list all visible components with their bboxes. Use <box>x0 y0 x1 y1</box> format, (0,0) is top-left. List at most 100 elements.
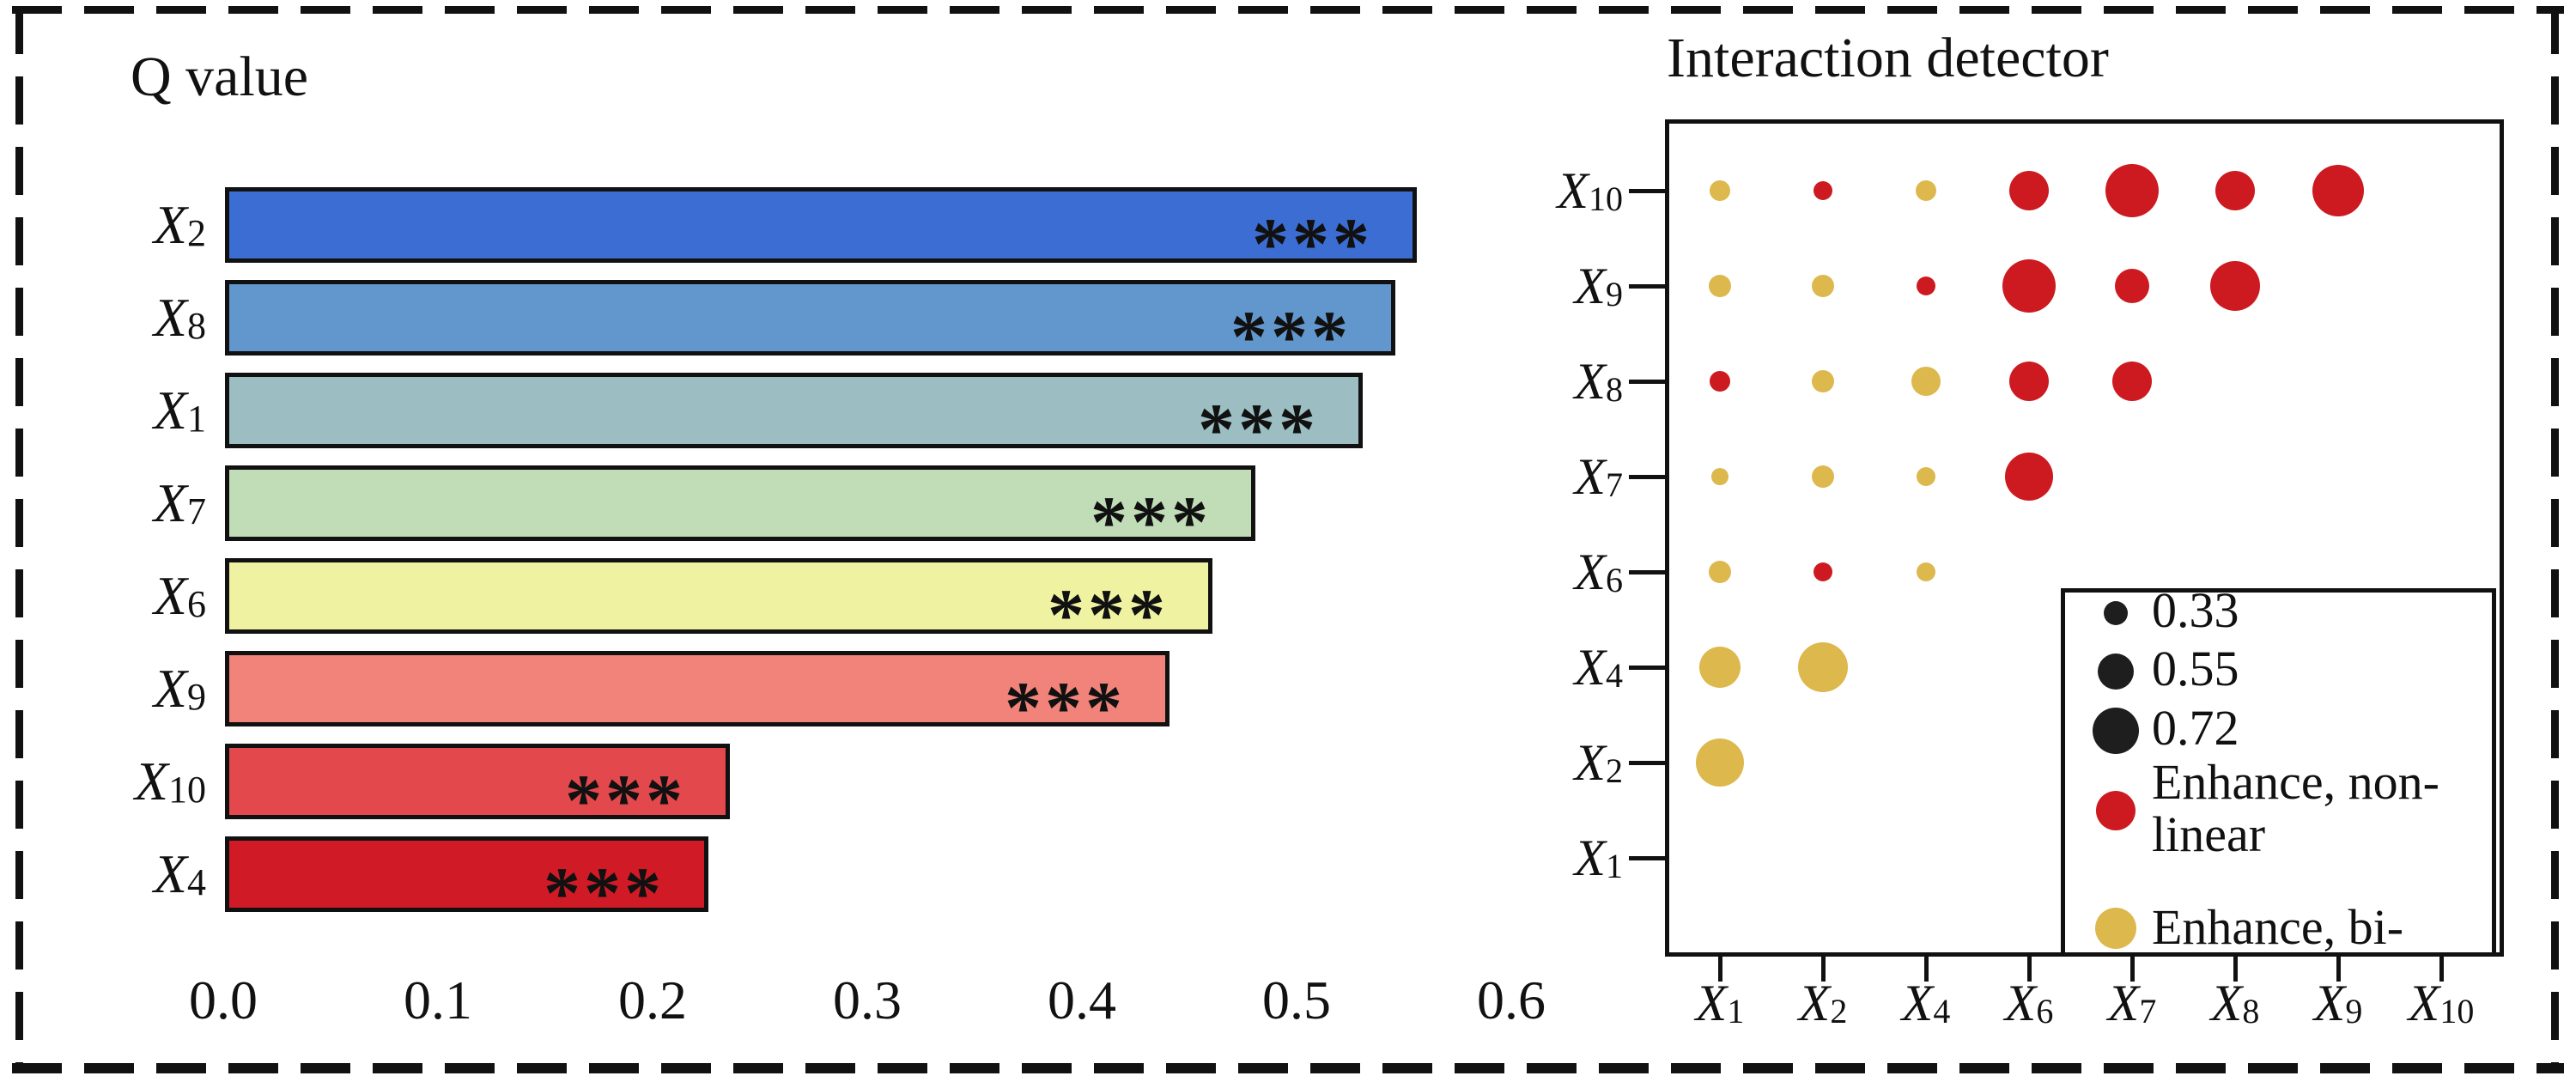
legend-size-dot-0.72 <box>2093 708 2139 754</box>
legend-type-label-bivariate: Enhance, bi- <box>2152 899 2404 955</box>
dot-X9-X1 <box>1709 275 1731 297</box>
dot-X10-X2 <box>1814 181 1832 200</box>
x-axis-tick-0.2: 0.2 <box>618 970 687 1030</box>
dot-X8-X2 <box>1812 370 1834 392</box>
interaction-detector-title: Interaction detector <box>1667 27 2109 89</box>
bar-X4: *** <box>225 836 708 930</box>
x-label-X10: X 10 <box>2408 974 2475 1031</box>
legend-type-dot-nonlinear <box>2096 791 2136 830</box>
dot-X10-X8 <box>2215 171 2255 210</box>
x-axis-tick-0.4: 0.4 <box>1048 970 1116 1030</box>
dashed-border-left <box>15 6 23 1073</box>
dot-X9-X8 <box>2210 261 2260 311</box>
dot-X4-X1 <box>1699 647 1741 688</box>
legend-type-label-nonlinear: Enhance, non-linear <box>2152 754 2439 863</box>
x-tick-X10 <box>2439 952 2444 982</box>
dot-X8-X7 <box>2112 362 2152 401</box>
dot-X10-X4 <box>1916 180 1936 201</box>
x-tick-X4 <box>1924 952 1929 982</box>
bar-X10: *** <box>225 744 730 837</box>
bar-X6: *** <box>225 558 1212 652</box>
y-tick-X4 <box>1629 666 1665 670</box>
dot-X8-X4 <box>1911 367 1941 396</box>
dot-X6-X4 <box>1917 562 1935 581</box>
dot-X10-X7 <box>2105 164 2159 217</box>
dot-X8-X6 <box>2009 362 2049 401</box>
dot-X6-X2 <box>1814 562 1832 581</box>
bar-X7: *** <box>225 465 1255 559</box>
dot-X9-X4 <box>1917 277 1935 295</box>
legend-size-label-0.33: 0.33 <box>2152 582 2239 638</box>
x-tick-X7 <box>2130 952 2135 982</box>
y-tick-X10 <box>1629 189 1665 193</box>
bar-X8: *** <box>225 280 1395 374</box>
legend-size-label-0.72: 0.72 <box>2152 700 2239 756</box>
x-tick-X1 <box>1718 952 1722 982</box>
dot-X2-X1 <box>1696 739 1744 787</box>
y-tick-X6 <box>1629 570 1665 574</box>
legend-size-dot-0.33 <box>2104 601 2128 625</box>
x-tick-X9 <box>2336 952 2341 982</box>
dot-X7-X1 <box>1711 468 1728 485</box>
y-tick-X1 <box>1629 856 1665 860</box>
bar-X2: *** <box>225 187 1417 281</box>
x-axis-tick-0.0: 0.0 <box>189 970 258 1030</box>
dashed-border-top <box>12 6 2564 14</box>
q-value-title: Q value <box>131 46 309 108</box>
dot-X7-X6 <box>2005 453 2053 501</box>
x-tick-X8 <box>2233 952 2238 982</box>
dot-X10-X1 <box>1710 180 1730 201</box>
dot-X9-X2 <box>1812 275 1834 297</box>
dashed-border-bottom <box>12 1063 2564 1073</box>
bar-X1: *** <box>225 373 1363 466</box>
dot-X9-X7 <box>2115 269 2149 303</box>
x-tick-X6 <box>2027 952 2032 982</box>
dot-X7-X4 <box>1917 467 1935 486</box>
y-label-X10: X 10 <box>1557 161 1623 219</box>
x-tick-X2 <box>1821 952 1826 982</box>
y-tick-X2 <box>1629 761 1665 765</box>
bar-label-X10: X 10 <box>134 751 206 812</box>
y-tick-X8 <box>1629 380 1665 384</box>
y-tick-X9 <box>1629 284 1665 289</box>
y-tick-X7 <box>1629 475 1665 479</box>
dot-X10-X9 <box>2312 165 2364 216</box>
legend-size-label-0.55: 0.55 <box>2152 641 2239 696</box>
dot-X9-X6 <box>2002 259 2056 313</box>
legend-size-dot-0.55 <box>2098 653 2134 690</box>
x-axis-tick-0.1: 0.1 <box>404 970 472 1030</box>
dot-X4-X2 <box>1798 642 1848 692</box>
bar-X9: *** <box>225 651 1170 745</box>
dot-X7-X2 <box>1812 465 1834 488</box>
x-axis-tick-0.5: 0.5 <box>1262 970 1331 1030</box>
x-axis-tick-0.6: 0.6 <box>1477 970 1546 1030</box>
x-axis-tick-0.3: 0.3 <box>833 970 902 1030</box>
dashed-border-right <box>2551 6 2559 1073</box>
legend-frame <box>2061 588 2496 957</box>
legend-type-dot-bivariate <box>2095 908 2136 949</box>
dot-X6-X1 <box>1709 561 1731 583</box>
dot-X10-X6 <box>2009 171 2049 210</box>
